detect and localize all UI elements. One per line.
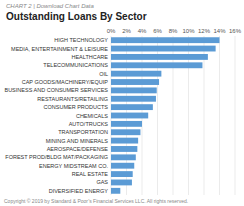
tick-label: 16% [229,28,242,34]
subtitle: CHART 2 | Download Chart Data [6,3,94,9]
bar [111,154,136,160]
category-label: HIGH TECHNOLOGY [54,37,108,43]
bar [111,146,137,152]
bar [111,79,159,85]
bar [111,188,120,194]
category-label: AEROSPACE/DEFENSE [47,146,109,152]
category-label: HEALTHCARE [71,54,108,60]
bar [111,87,157,93]
category-label: CAP GOODS/MACHINERY/EQUIP [22,79,109,85]
title: Outstanding Loans By Sector [6,11,147,22]
tick-label: 4% [138,28,147,34]
category-label: TRANSPORTATION [58,129,108,135]
bar [111,163,134,169]
category-label: FOREST PROD/BLDG MAT/PACKAGING [5,154,108,160]
category-label: BUSINESS AND CONSUMER SERVICES [4,87,108,93]
category-label: REAL ESTATE [72,171,109,177]
tick-label: 10% [182,28,195,34]
annotation: Copyright © 2019 by Standard & Poor’s Fi… [4,198,188,204]
category-label: AUTO/TRUCKS [69,121,109,127]
chart: CHART 2 | Download Chart Data Outstanding… [0,0,244,206]
category-label: OIL [99,71,108,77]
bar [111,129,140,135]
bar [111,71,161,77]
bar [111,121,142,127]
category-label: MINING AND MINERALS [46,138,109,144]
category-label: RESTAURANTS/RETAILING [37,96,108,102]
category-label: DIVERSIFIED ENERGY [49,188,109,194]
bar [111,113,148,119]
bar [111,37,220,43]
tick-label: 12% [198,28,211,34]
category-label: CONSUMER PRODUCTS [44,104,109,110]
tick-label: 6% [153,28,162,34]
category-label: ENERGY MIDSTREAM CO. [39,163,108,169]
bar [111,62,202,68]
bar [111,104,153,110]
category-label: CHEMICALS [76,113,108,119]
tick-label: 8% [169,28,178,34]
bar [111,96,156,102]
tick-label: 2% [122,28,131,34]
bar [111,46,216,52]
bar [111,138,138,144]
grid-line [219,36,220,195]
grid-line [235,36,236,195]
bar [111,180,132,186]
category-label: MEDIA, ENTERTAINMENT & LEISURE [11,46,108,52]
tick-label: 14% [213,28,226,34]
category-label: TELECOMMUNICATIONS [43,62,108,68]
bar [111,171,133,177]
category-label: GAS [96,179,108,185]
tick-label: 0% [107,28,116,34]
grid [111,36,235,195]
bar [111,54,208,60]
